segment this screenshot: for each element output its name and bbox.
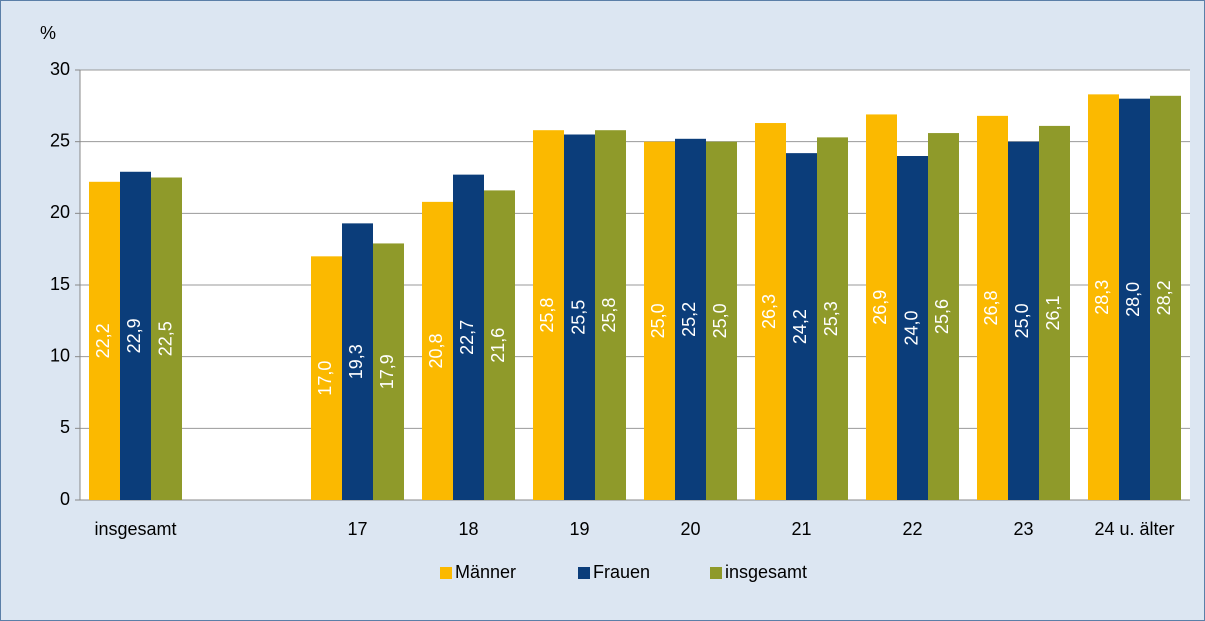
y-tick-label: 10 — [50, 345, 70, 365]
value-label: 25,5 — [568, 300, 588, 335]
value-label: 26,3 — [759, 294, 779, 329]
value-label: 28,3 — [1092, 280, 1112, 315]
value-label: 25,0 — [710, 303, 730, 338]
bar — [595, 130, 626, 500]
value-label: 22,9 — [124, 318, 144, 353]
bar — [422, 201, 453, 500]
bar — [897, 156, 928, 500]
value-label: 22,2 — [93, 323, 113, 358]
bar — [928, 133, 959, 501]
bar — [866, 114, 897, 500]
value-label: 26,9 — [870, 290, 890, 325]
bar — [453, 174, 484, 500]
bar — [755, 123, 786, 501]
bar — [675, 138, 706, 501]
bar — [564, 134, 595, 500]
value-label: 24,0 — [901, 310, 921, 345]
x-tick-label: 24 u. älter — [1094, 519, 1174, 539]
value-label: 25,8 — [537, 298, 557, 333]
x-tick-label: 21 — [791, 519, 811, 539]
value-label: 28,2 — [1154, 280, 1174, 315]
x-tick-label: insgesamt — [94, 519, 176, 539]
x-tick-label: 22 — [902, 519, 922, 539]
bar — [817, 137, 848, 500]
legend-swatch — [578, 567, 590, 579]
value-label: 28,0 — [1123, 282, 1143, 317]
y-axis-label: % — [40, 23, 56, 43]
y-tick-label: 25 — [50, 130, 70, 150]
value-label: 20,8 — [426, 333, 446, 368]
value-label: 25,2 — [679, 302, 699, 337]
bar — [1119, 98, 1150, 501]
bar — [373, 243, 404, 500]
bar — [644, 141, 675, 500]
x-tick-label: 23 — [1013, 519, 1033, 539]
bar — [1008, 141, 1039, 500]
value-label: 25,8 — [599, 298, 619, 333]
bar — [706, 141, 737, 500]
y-tick-label: 15 — [50, 274, 70, 294]
bar — [89, 181, 120, 501]
legend-label: Frauen — [593, 562, 650, 582]
value-label: 26,8 — [981, 290, 1001, 325]
value-label: 25,6 — [932, 299, 952, 334]
bar — [1150, 95, 1181, 501]
bar — [484, 190, 515, 500]
bar — [533, 130, 564, 500]
bar — [786, 153, 817, 500]
x-tick-label: 18 — [458, 519, 478, 539]
y-tick-label: 5 — [60, 417, 70, 437]
bar — [151, 177, 182, 500]
value-label: 25,3 — [821, 301, 841, 336]
y-tick-label: 20 — [50, 202, 70, 222]
bar — [1039, 125, 1070, 501]
value-label: 22,5 — [155, 321, 175, 356]
value-label: 17,9 — [377, 354, 397, 389]
value-label: 19,3 — [346, 344, 366, 379]
y-tick-label: 0 — [60, 489, 70, 509]
x-tick-label: 20 — [680, 519, 700, 539]
bar — [311, 256, 342, 500]
bar — [342, 223, 373, 500]
legend-label: insgesamt — [725, 562, 807, 582]
value-label: 17,0 — [315, 361, 335, 396]
bar — [977, 115, 1008, 500]
value-label: 26,1 — [1043, 295, 1063, 330]
bar — [1088, 94, 1119, 500]
x-tick-label: 19 — [569, 519, 589, 539]
bar — [120, 171, 151, 500]
value-label: 22,7 — [457, 320, 477, 355]
value-label: 25,0 — [648, 303, 668, 338]
legend-label: Männer — [455, 562, 516, 582]
legend-swatch — [440, 567, 452, 579]
value-label: 21,6 — [488, 328, 508, 363]
value-label: 25,0 — [1012, 303, 1032, 338]
y-tick-label: 30 — [50, 59, 70, 79]
value-label: 24,2 — [790, 309, 810, 344]
legend-swatch — [710, 567, 722, 579]
x-tick-label: 17 — [347, 519, 367, 539]
